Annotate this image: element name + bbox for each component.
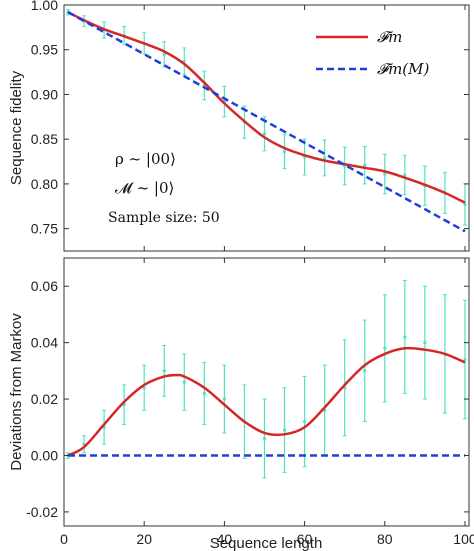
y-tick-label: 1.00 xyxy=(31,0,58,13)
deviation-lines xyxy=(67,346,466,457)
model-curve xyxy=(67,346,466,457)
data-point xyxy=(282,150,287,154)
y-tick-label: 0.95 xyxy=(31,42,58,58)
annotation-sample-size: Sample size: 50 xyxy=(108,210,220,226)
y-tick-label: 0.02 xyxy=(31,391,58,407)
annotation-measurement: 𝓜 ~ |0⟩ xyxy=(115,179,174,197)
data-point xyxy=(403,173,407,177)
model-curve xyxy=(67,11,466,204)
legend-label-markov: 𝓕m(M) xyxy=(377,60,430,78)
data-point xyxy=(302,420,307,424)
data-point xyxy=(282,428,287,432)
deviation-y-axis-title: Deviations from Markov xyxy=(8,313,25,471)
y-tick-label: 0.80 xyxy=(31,176,58,192)
x-tick-label: 80 xyxy=(377,531,393,547)
legend-label-model: 𝓕m xyxy=(377,28,402,46)
x-tick-label: 0 xyxy=(60,531,68,547)
legend: 𝓕m 𝓕m(M) xyxy=(316,28,430,78)
data-point xyxy=(383,346,387,350)
y-tick-label: 0.04 xyxy=(31,335,58,351)
data-point xyxy=(202,391,206,396)
x-tick-label: 100 xyxy=(453,531,474,547)
fidelity-y-axis-title: Sequence fidelity xyxy=(8,70,25,185)
y-tick-label: 0.90 xyxy=(31,86,58,102)
data-point xyxy=(323,156,327,160)
x-tick-label: 40 xyxy=(217,531,233,547)
x-axis-title: Sequence length xyxy=(210,535,323,551)
data-point xyxy=(403,335,407,339)
data-point xyxy=(363,163,367,167)
fidelity-ticks: 0.75 0.80 0.85 0.90 0.95 1.00 xyxy=(31,0,469,251)
data-point xyxy=(423,341,427,345)
data-point xyxy=(262,436,267,441)
data-point xyxy=(162,52,166,56)
x-tick-label: 60 xyxy=(297,531,313,547)
markov-curve xyxy=(67,11,466,233)
y-tick-label: 0.85 xyxy=(31,131,58,147)
y-tick-label: 0.00 xyxy=(31,447,58,463)
fidelity-panel: 0.75 0.80 0.85 0.90 0.95 1.00 Sequence fideli… xyxy=(8,0,470,252)
x-tick-label: 20 xyxy=(136,531,152,547)
deviation-plot-frame xyxy=(63,257,470,527)
data-point xyxy=(162,369,166,373)
y-tick-label: 0.75 xyxy=(31,221,58,237)
data-point xyxy=(142,386,146,390)
data-point xyxy=(463,357,467,362)
fidelity-lines xyxy=(67,11,466,233)
data-point xyxy=(182,380,186,384)
deviation-error-bars xyxy=(66,280,467,479)
y-tick-label: -0.02 xyxy=(26,504,58,520)
data-point xyxy=(222,397,226,401)
data-point xyxy=(383,172,387,176)
data-point xyxy=(262,132,267,136)
deviation-ticks: 0 20 40 60 80 100 -0.02 0.00 0.02 0.04 0.06 xyxy=(26,258,474,547)
y-tick-label: 0.06 xyxy=(31,278,58,294)
data-point xyxy=(363,369,367,373)
deviation-panel: 0 20 40 60 80 100 -0.02 0.00 0.02 0.04 0.06 Deviat… xyxy=(8,257,474,551)
annotation-rho: ρ ~ |00⟩ xyxy=(115,150,176,168)
